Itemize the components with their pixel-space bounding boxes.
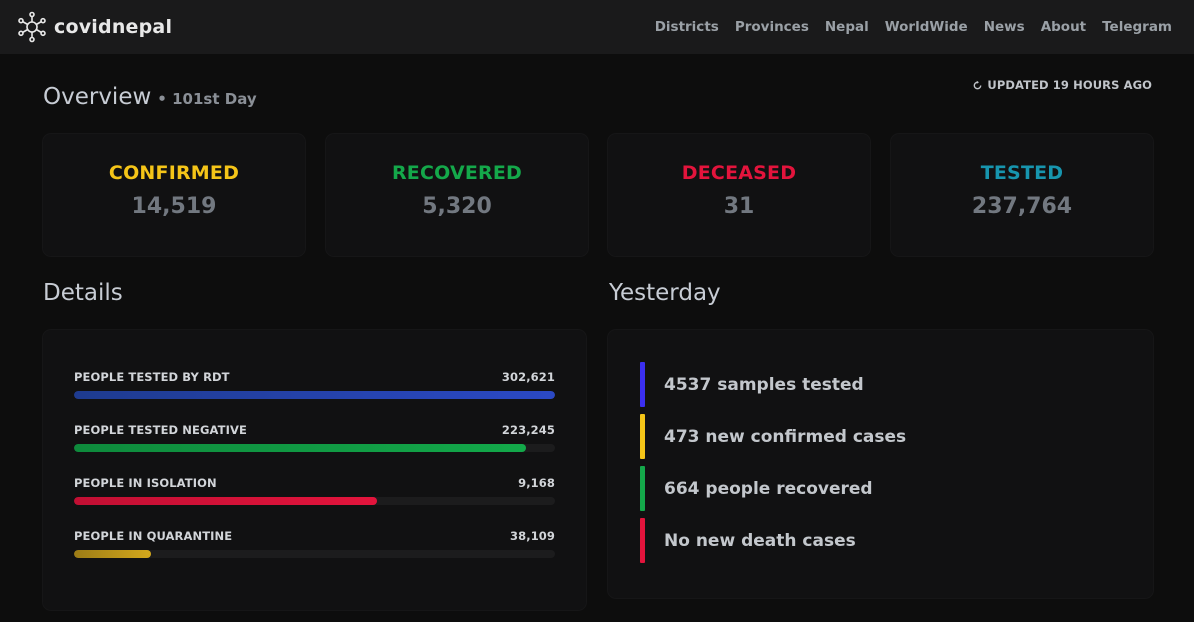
nav-link-worldwide[interactable]: WorldWide xyxy=(884,19,968,35)
nav-link-news[interactable]: News xyxy=(983,19,1025,35)
yesterday-item-deaths: No new death cases xyxy=(640,518,856,563)
yesterday-stripe xyxy=(640,414,645,459)
stat-label: DECEASED xyxy=(681,162,797,184)
stat-value: 5,320 xyxy=(422,194,492,219)
stat-card-tested: TESTED 237,764 xyxy=(891,134,1153,256)
detail-label: PEOPLE TESTED NEGATIVE xyxy=(74,423,247,437)
detail-label: PEOPLE IN ISOLATION xyxy=(74,476,217,490)
last-updated-text: UPDATED 19 HOURS AGO xyxy=(987,78,1152,92)
stat-label: RECOVERED xyxy=(391,162,523,184)
progress-bar-rdt xyxy=(74,391,555,399)
yesterday-text: No new death cases xyxy=(664,530,856,551)
detail-label: PEOPLE IN QUARANTINE xyxy=(74,529,233,543)
detail-value: 302,621 xyxy=(501,370,555,384)
yesterday-item-confirmed: 473 new confirmed cases xyxy=(640,414,906,459)
stat-value: 237,764 xyxy=(971,194,1073,219)
yesterday-stripe xyxy=(640,518,645,563)
detail-row-isolation: PEOPLE IN ISOLATION 9,168 xyxy=(74,476,555,505)
progress-bar-quarantine xyxy=(74,550,151,558)
yesterday-text: 473 new confirmed cases xyxy=(664,426,907,447)
nav-link-provinces[interactable]: Provinces xyxy=(734,19,809,35)
stat-card-deceased: DECEASED 31 xyxy=(608,134,870,256)
detail-label: PEOPLE TESTED BY RDT xyxy=(74,370,230,384)
progress-track xyxy=(74,497,555,505)
progress-bar-negative xyxy=(74,444,527,452)
navbar: covidnepal Districts Provinces Nepal Wor… xyxy=(0,0,1194,54)
detail-value: 9,168 xyxy=(518,476,555,490)
detail-row-quarantine: PEOPLE IN QUARANTINE 38,109 xyxy=(74,529,555,558)
stat-card-confirmed: CONFIRMED 14,519 xyxy=(43,134,305,256)
yesterday-stripe xyxy=(640,362,645,407)
brand-logo-link[interactable]: covidnepal xyxy=(16,10,172,44)
details-title: Details xyxy=(43,280,123,306)
detail-value: 223,245 xyxy=(501,423,555,437)
progress-track xyxy=(74,391,555,399)
yesterday-text: 664 people recovered xyxy=(664,478,873,499)
overview-title: Overview xyxy=(43,84,152,110)
yesterday-panel: 4537 samples tested 473 new confirmed ca… xyxy=(608,330,1153,598)
last-updated: UPDATED 19 HOURS AGO xyxy=(972,78,1152,92)
overview-header: Overview • 101st Day xyxy=(43,84,257,110)
yesterday-item-samples: 4537 samples tested xyxy=(640,362,864,407)
stat-value: 14,519 xyxy=(131,194,217,219)
nav-link-telegram[interactable]: Telegram xyxy=(1102,19,1172,35)
detail-row-negative: PEOPLE TESTED NEGATIVE 223,245 xyxy=(74,423,555,452)
details-panel: PEOPLE TESTED BY RDT 302,621 PEOPLE TEST… xyxy=(43,330,586,610)
yesterday-text: 4537 samples tested xyxy=(664,374,864,395)
progress-track xyxy=(74,550,555,558)
yesterday-stripe xyxy=(640,466,645,511)
stat-label: TESTED xyxy=(980,162,1064,184)
progress-bar-isolation xyxy=(74,497,378,505)
virus-icon xyxy=(18,11,46,43)
yesterday-title: Yesterday xyxy=(609,280,721,306)
stat-label: CONFIRMED xyxy=(108,162,240,184)
nav-link-about[interactable]: About xyxy=(1040,19,1087,35)
nav-links: Districts Provinces Nepal WorldWide News… xyxy=(655,0,1172,54)
brand-name: covidnepal xyxy=(54,16,173,38)
detail-row-rdt: PEOPLE TESTED BY RDT 302,621 xyxy=(74,370,555,399)
detail-value: 38,109 xyxy=(510,529,555,543)
stat-value: 31 xyxy=(723,194,755,219)
overview-day: • 101st Day xyxy=(157,90,257,108)
nav-link-nepal[interactable]: Nepal xyxy=(824,19,869,35)
stat-card-recovered: RECOVERED 5,320 xyxy=(326,134,588,256)
yesterday-item-recovered: 664 people recovered xyxy=(640,466,873,511)
nav-link-districts[interactable]: Districts xyxy=(654,19,719,35)
progress-track xyxy=(74,444,555,452)
refresh-icon xyxy=(974,80,982,89)
